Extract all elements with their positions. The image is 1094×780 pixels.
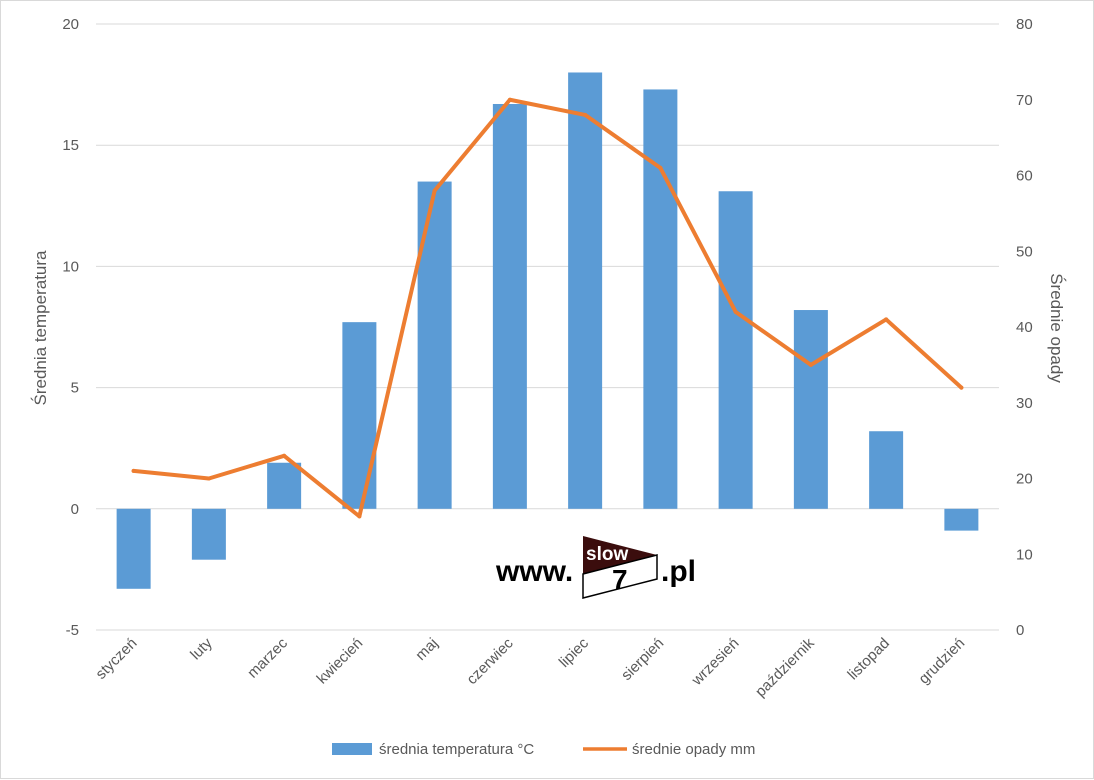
precipitation-point bbox=[733, 309, 738, 314]
x-axis: styczeń luty marzec kwiecień maj czerwiec lipi… bbox=[92, 634, 968, 700]
y2-axis-title: Średnie opady bbox=[1047, 273, 1066, 383]
temperature-bars bbox=[116, 72, 979, 589]
logo-light-panel bbox=[582, 554, 658, 599]
temperature-bar bbox=[191, 508, 226, 560]
temperature-bar bbox=[492, 103, 527, 509]
y-tick-label: 0 bbox=[71, 501, 79, 518]
x-tick-label: wrzesień bbox=[688, 635, 743, 690]
x-tick-label: kwiecień bbox=[314, 635, 367, 688]
temperature-bar bbox=[342, 322, 377, 509]
x-tick-label: grudzień bbox=[915, 635, 968, 688]
temperature-bar bbox=[869, 431, 904, 509]
legend-label-temperature: średnia temperatura °C bbox=[379, 741, 534, 758]
y-axis-left: 20 15 10 5 0 -5 bbox=[62, 16, 79, 639]
x-tick-label: październik bbox=[752, 634, 818, 700]
watermark-logo-top: slow bbox=[586, 544, 628, 565]
temperature-bar bbox=[568, 72, 603, 509]
temperature-bar bbox=[643, 89, 678, 509]
x-tick-label: luty bbox=[187, 634, 216, 663]
temperature-bar bbox=[417, 181, 452, 509]
temperature-bar bbox=[793, 310, 828, 509]
x-tick-label: styczeń bbox=[92, 635, 140, 683]
y-axis-right: 80 70 60 50 40 30 20 10 0 bbox=[1016, 16, 1033, 639]
watermark-suffix: .pl bbox=[661, 555, 696, 588]
y2-tick-label: 0 bbox=[1016, 622, 1024, 639]
gridlines bbox=[96, 23, 999, 631]
temperature-bar bbox=[718, 191, 753, 509]
y2-tick-label: 70 bbox=[1016, 92, 1033, 109]
watermark: www. slow 7 .pl bbox=[495, 536, 696, 599]
temperature-bar bbox=[116, 508, 151, 589]
y2-tick-label: 40 bbox=[1016, 319, 1033, 336]
x-tick-label: czerwiec bbox=[463, 634, 517, 688]
legend-swatch-temperature bbox=[332, 743, 372, 755]
precipitation-point bbox=[808, 362, 813, 367]
legend-label-precipitation: średnie opady mm bbox=[632, 741, 755, 758]
temperature-bar bbox=[267, 462, 302, 509]
precipitation-point bbox=[282, 453, 287, 458]
precipitation-point bbox=[507, 97, 512, 102]
precipitation-point bbox=[206, 476, 211, 481]
x-tick-label: lipiec bbox=[556, 634, 593, 671]
logo-dark-triangle bbox=[583, 536, 657, 574]
precipitation-point bbox=[583, 112, 588, 117]
precipitation-point bbox=[959, 385, 964, 390]
y2-tick-label: 80 bbox=[1016, 16, 1033, 33]
x-tick-label: maj bbox=[412, 635, 441, 664]
watermark-logo: slow 7 bbox=[582, 536, 658, 599]
legend: średnia temperatura °C średnie opady mm bbox=[332, 741, 755, 758]
precipitation-point bbox=[884, 317, 889, 322]
watermark-prefix: www. bbox=[495, 555, 573, 588]
y2-tick-label: 60 bbox=[1016, 168, 1033, 185]
y-tick-label: -5 bbox=[66, 622, 79, 639]
y-axis-title: Średnia temperatura bbox=[31, 250, 50, 406]
x-tick-label: listopad bbox=[844, 635, 893, 684]
watermark-logo-num: 7 bbox=[612, 564, 628, 595]
precipitation-line bbox=[131, 97, 964, 519]
x-tick-label: marzec bbox=[244, 634, 291, 681]
precipitation-point bbox=[131, 468, 136, 473]
precipitation-point bbox=[357, 514, 362, 519]
y2-tick-label: 20 bbox=[1016, 471, 1033, 488]
precipitation-series-line bbox=[131, 97, 964, 519]
y2-tick-label: 50 bbox=[1016, 243, 1033, 260]
x-tick-label: sierpień bbox=[618, 635, 667, 684]
y-tick-label: 15 bbox=[62, 137, 79, 154]
precipitation-point bbox=[658, 165, 663, 170]
y-tick-label: 20 bbox=[62, 16, 79, 33]
y-tick-label: 5 bbox=[71, 380, 79, 397]
y-tick-label: 10 bbox=[62, 258, 79, 275]
y2-tick-label: 10 bbox=[1016, 546, 1033, 563]
y2-tick-label: 30 bbox=[1016, 395, 1033, 412]
temperature-bar bbox=[944, 508, 979, 531]
precipitation-point bbox=[432, 188, 437, 193]
